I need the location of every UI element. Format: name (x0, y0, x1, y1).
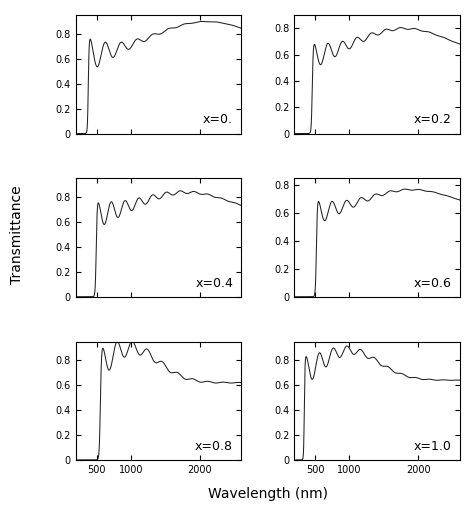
Text: x=0.: x=0. (203, 113, 233, 127)
Text: x=0.2: x=0.2 (414, 113, 452, 127)
Text: x=0.4: x=0.4 (195, 276, 233, 290)
Text: Wavelength (nm): Wavelength (nm) (208, 487, 328, 501)
Text: x=0.8: x=0.8 (195, 440, 233, 453)
Text: x=1.0: x=1.0 (414, 440, 452, 453)
Text: x=0.6: x=0.6 (414, 276, 452, 290)
Text: Transmittance: Transmittance (9, 185, 24, 285)
